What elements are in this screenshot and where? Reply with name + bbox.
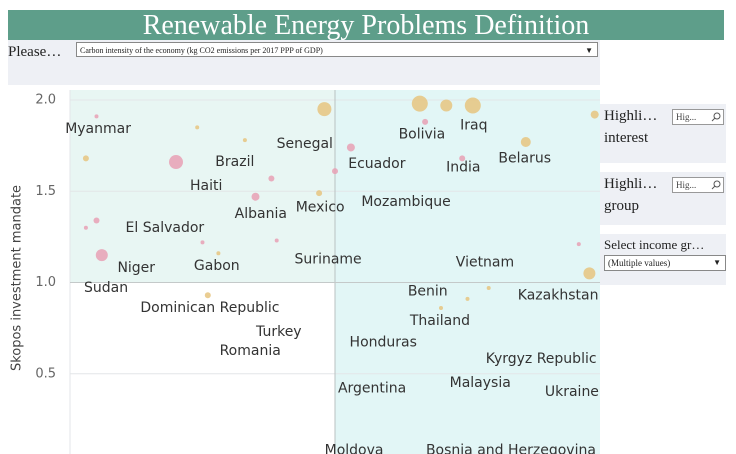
dropdown-arrow: ▼ xyxy=(585,46,593,55)
country-label: Dominican Republic xyxy=(140,300,279,316)
bubble xyxy=(316,190,323,197)
country-label: Ecuador xyxy=(348,156,405,172)
highlight-caption: group xyxy=(604,198,639,214)
bubble xyxy=(95,249,108,262)
search-placeholder: Hig... xyxy=(676,180,697,190)
bubble xyxy=(411,95,428,112)
bubble xyxy=(346,143,355,152)
bubble xyxy=(332,168,338,175)
bubble xyxy=(251,192,260,201)
country-label: Gabon xyxy=(194,258,240,274)
quadrant-shade xyxy=(70,90,335,283)
country-label: Myanmar xyxy=(65,121,131,137)
highlight-search[interactable]: Hig... xyxy=(672,109,724,125)
bubble xyxy=(464,97,481,114)
dropdown-arrow: ▼ xyxy=(713,258,721,267)
country-label: Belarus xyxy=(498,150,551,166)
bubble xyxy=(439,306,443,311)
country-label: Bosnia and Herzegovina xyxy=(426,442,596,454)
bubble xyxy=(590,110,599,119)
country-label: Haiti xyxy=(190,178,222,194)
highlight-label: Highli… xyxy=(604,176,658,192)
bubble xyxy=(274,238,279,243)
country-label: Brazil xyxy=(215,154,254,170)
income-dropdown[interactable]: (Multiple values) ▼ xyxy=(604,255,726,271)
filter-panel: Please… Carbon intensity of the economy … xyxy=(8,40,600,85)
income-label: Select income gr… xyxy=(604,237,705,252)
bubble xyxy=(94,114,99,119)
country-label: Moldova xyxy=(325,442,384,454)
highlight-caption: interest xyxy=(604,130,649,146)
bubble xyxy=(459,155,466,162)
bubble xyxy=(200,240,205,245)
income-panel: Select income gr… (Multiple values) ▼ xyxy=(600,234,726,285)
y-tick-label: 1.5 xyxy=(35,184,56,199)
country-label: Kyrgyz Republic xyxy=(486,351,597,367)
country-label: Thailand xyxy=(409,313,470,329)
bubble xyxy=(465,296,470,301)
quadrant-shade xyxy=(335,90,600,454)
bubble xyxy=(204,292,211,299)
bubble xyxy=(195,125,200,130)
y-tick-label: 1.0 xyxy=(35,275,56,290)
country-label: El Salvador xyxy=(126,220,205,236)
bubble xyxy=(440,99,453,112)
bubble xyxy=(82,155,89,162)
country-label: Honduras xyxy=(350,335,417,351)
y-tick-label: 2.0 xyxy=(35,93,56,108)
country-label: Turkey xyxy=(255,324,302,340)
country-label: Niger xyxy=(117,260,155,276)
bubble xyxy=(317,102,332,117)
bubble xyxy=(169,155,183,170)
highlight-panel: Highli… Hig... group xyxy=(600,172,726,225)
bubble xyxy=(422,118,429,125)
filter-dropdown[interactable]: Carbon intensity of the economy (kg CO2 … xyxy=(76,42,598,57)
country-label: India xyxy=(446,160,480,176)
y-tick-label: 0.5 xyxy=(35,366,56,381)
bubble xyxy=(93,217,100,224)
country-label: Suriname xyxy=(295,252,362,268)
country-label: Senegal xyxy=(277,136,333,152)
dropdown-value: (Multiple values) xyxy=(608,258,671,268)
country-label: Malaysia xyxy=(450,375,511,391)
bubble xyxy=(242,138,247,143)
country-label: Kazakhstan xyxy=(518,287,599,303)
country-label: Bolivia xyxy=(399,127,446,143)
search-icon xyxy=(711,112,721,122)
filter-label: Please… xyxy=(8,44,62,60)
search-icon xyxy=(711,180,721,190)
country-label: Iraq xyxy=(460,118,487,134)
bubble xyxy=(520,136,531,147)
bubble xyxy=(83,225,88,230)
country-label: Ukraine xyxy=(545,384,599,400)
highlight-label: Highli… xyxy=(604,108,658,124)
country-label: Argentina xyxy=(338,380,406,396)
bubble xyxy=(216,251,221,256)
y-axis-label: Skopos investment mandate xyxy=(10,185,25,371)
country-label: Romania xyxy=(220,343,281,359)
bubble xyxy=(268,175,275,182)
dropdown-value: Carbon intensity of the economy (kg CO2 … xyxy=(80,46,323,55)
bubble xyxy=(583,267,596,280)
country-label: Albania xyxy=(235,206,287,222)
highlight-search[interactable]: Hig... xyxy=(672,177,724,193)
country-label: Mozambique xyxy=(361,194,450,210)
country-label: Sudan xyxy=(84,280,128,296)
dashboard-title: Renewable Energy Problems Definition xyxy=(8,10,724,41)
country-label: Mexico xyxy=(296,200,345,216)
bubble xyxy=(576,242,581,247)
country-label: Benin xyxy=(408,284,448,300)
country-label: Vietnam xyxy=(456,254,514,270)
highlight-panel: Highli… Hig... interest xyxy=(600,104,726,163)
search-placeholder: Hig... xyxy=(676,112,697,122)
bubble xyxy=(486,285,491,290)
